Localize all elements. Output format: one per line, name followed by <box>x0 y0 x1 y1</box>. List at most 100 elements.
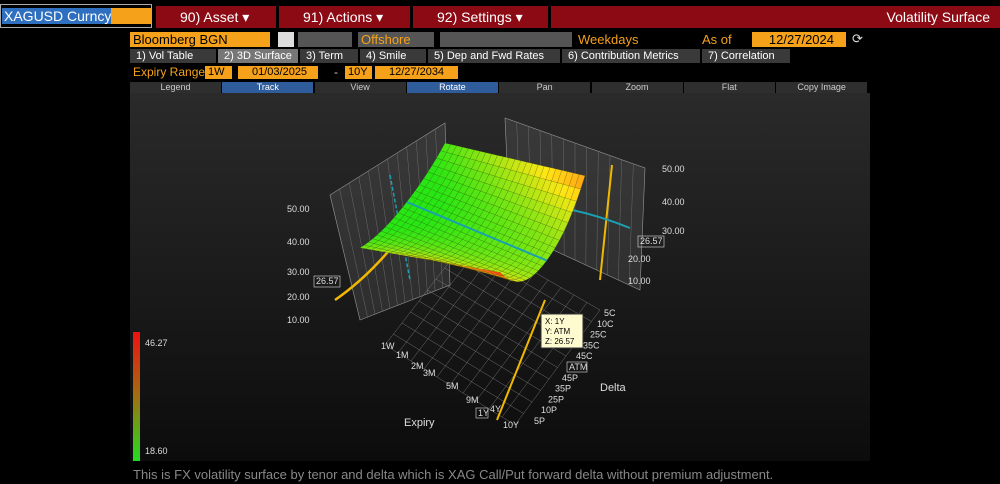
title: Volatility Surface <box>551 6 1000 28</box>
expiry-tick: 1Y <box>478 408 489 418</box>
field[interactable] <box>298 32 352 47</box>
tooltip-text: X: 1Y <box>545 317 565 326</box>
color-legend <box>133 332 140 461</box>
toolbar-button[interactable]: Track <box>222 82 314 93</box>
expiry-tick: 9M <box>466 395 479 405</box>
from-date[interactable]: 01/03/2025 <box>238 66 318 79</box>
expiry-tick: 1M <box>396 350 409 360</box>
tick-box <box>475 407 489 419</box>
delta-tick: 45C <box>576 351 593 361</box>
ticker-input[interactable] <box>111 8 151 24</box>
legend-min: 18.60 <box>145 446 168 456</box>
z-tick-label: 40.00 <box>662 197 685 207</box>
z-tick-label: 26.57 <box>316 276 339 286</box>
menu[interactable]: 92) Settings ▾ <box>413 6 548 28</box>
tab[interactable]: 3) Term <box>300 49 360 63</box>
legend-max: 46.27 <box>145 338 168 348</box>
tab[interactable]: 2) 3D Surface <box>218 49 300 63</box>
source[interactable]: Bloomberg BGN <box>130 32 270 47</box>
surface-chart: 50.0040.0030.0026.5720.0010.0050.0040.00… <box>130 93 870 461</box>
tooltip-text: Y: ATM <box>545 327 571 336</box>
z-tick-label: 30.00 <box>662 226 685 236</box>
to-date[interactable]: 12/27/2034 <box>375 66 458 79</box>
wall-curve <box>599 164 613 281</box>
delta-tick: 35P <box>555 384 571 394</box>
footer: This is FX volatility surface by tenor a… <box>133 467 774 482</box>
menu[interactable]: 91) Actions ▾ <box>279 6 410 28</box>
surface-cell <box>574 174 586 190</box>
expiry-tick: 4Y <box>490 404 501 414</box>
expiry-tick: 2M <box>411 361 424 371</box>
days: Weekdays <box>578 32 639 47</box>
z-tick-label: 20.00 <box>628 254 651 264</box>
wall-grid <box>339 188 368 318</box>
tick-box <box>637 235 665 248</box>
z-tick-label: 20.00 <box>287 292 310 302</box>
wall-grid <box>348 182 376 315</box>
from-tenor[interactable]: 1W <box>205 66 232 79</box>
z-tick-label: 26.57 <box>640 236 663 246</box>
delta-tick: 25P <box>548 394 564 404</box>
delta-tick: ATM <box>569 362 587 372</box>
expiry-tick: 1W <box>381 341 395 351</box>
z-tick-label: 10.00 <box>287 315 310 325</box>
delta-tick: 10P <box>541 405 557 415</box>
axis-title: Delta <box>600 382 627 394</box>
tab[interactable]: 6) Contribution Metrics <box>562 49 702 63</box>
tab[interactable]: 5) Dep and Fwd Rates <box>428 49 562 63</box>
axis-title: Expiry <box>404 417 435 429</box>
to-tenor[interactable]: 10Y <box>345 66 372 79</box>
floor-grid <box>462 279 549 394</box>
toolbar-button[interactable]: Pan <box>499 82 591 93</box>
menu[interactable]: 90) Asset ▾ <box>156 6 276 28</box>
delta-tick: 25C <box>590 330 607 340</box>
toolbar-button[interactable]: Legend <box>130 82 221 93</box>
toolbar-button[interactable]: Copy Image <box>776 82 868 93</box>
tooltip-text: Z: 26.57 <box>545 337 575 346</box>
field[interactable] <box>440 32 572 47</box>
tick-box <box>566 361 588 373</box>
toolbar-button[interactable]: Flat <box>683 82 775 93</box>
track-line <box>496 299 546 421</box>
z-tick-label: 30.00 <box>287 267 310 277</box>
market[interactable]: Offshore <box>358 32 434 47</box>
floor-grid <box>475 287 562 402</box>
ticker-box[interactable]: XAGUSD Curncy <box>0 4 152 28</box>
delta-tick: 5C <box>604 308 616 318</box>
z-tick-label: 50.00 <box>287 204 310 214</box>
z-tick-label: 50.00 <box>662 164 685 174</box>
expiry-tick: 10Y <box>503 420 519 430</box>
z-tick-label: 40.00 <box>287 237 310 247</box>
wall-grid <box>596 151 599 271</box>
expiry-tick: 3M <box>423 368 436 378</box>
tab[interactable]: 7) Correlation <box>702 49 792 63</box>
save-icon[interactable] <box>278 32 294 47</box>
floor-grid <box>514 309 601 426</box>
tab[interactable]: 4) Smile <box>360 49 428 63</box>
z-tick-label: 10.00 <box>628 276 651 286</box>
delta-tick: 35C <box>583 340 600 350</box>
toolbar-button[interactable]: Rotate <box>406 82 498 93</box>
wall-grid <box>628 163 634 286</box>
tab[interactable]: 1) Vol Table <box>130 49 218 63</box>
wall-grid <box>607 155 611 276</box>
toolbar-button[interactable]: View <box>314 82 406 93</box>
tooltip <box>540 313 584 349</box>
as-of-label: As of <box>702 32 732 47</box>
track-line <box>406 201 548 262</box>
expiry-range-label: Expiry Range <box>133 65 206 79</box>
wall-grid <box>618 159 622 281</box>
expiry-tick: 5M <box>446 381 459 391</box>
toolbar-button[interactable]: Zoom <box>591 82 683 93</box>
dash: - <box>334 65 338 79</box>
wall-grid <box>585 147 587 266</box>
refresh-icon[interactable]: ⟳ <box>852 31 863 46</box>
delta-tick: 5P <box>534 416 545 426</box>
floor-grid <box>427 289 558 368</box>
as-of-date[interactable]: 12/27/2024 <box>752 32 846 47</box>
ticker[interactable]: XAGUSD Curncy <box>2 8 114 24</box>
delta-tick: 10C <box>597 319 614 329</box>
tick-box <box>313 275 341 288</box>
delta-tick: 45P <box>562 373 578 383</box>
